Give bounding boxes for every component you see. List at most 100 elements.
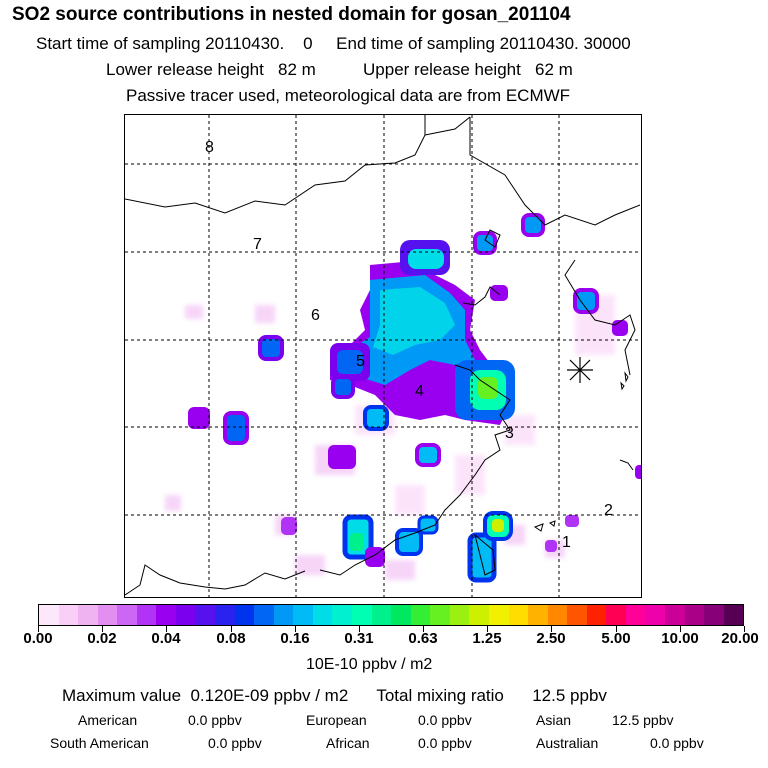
colorbar-tick-label: 0.16 xyxy=(280,630,310,647)
blob xyxy=(565,515,579,527)
region-label-1: 1 xyxy=(562,534,571,551)
colorbar-swatch xyxy=(293,605,313,625)
colorbar-swatch xyxy=(469,605,489,625)
colorbar-tick xyxy=(487,626,488,632)
colorbar-tick-label: 0.00 xyxy=(23,630,53,647)
colorbar-tick xyxy=(295,626,296,632)
region-name-asian: Asian xyxy=(536,712,572,728)
receptor-star-icon xyxy=(567,357,593,383)
max-value-line: Maximum value 0.120E-09 ppbv / m2 Total … xyxy=(62,686,607,705)
blob xyxy=(365,547,385,567)
figure-title: SO2 source contributions in nested domai… xyxy=(12,4,571,25)
region-label-5: 5 xyxy=(356,353,365,370)
blob xyxy=(612,320,628,336)
sampling-time-line: Start time of sampling 20110430. 0 End t… xyxy=(36,34,631,53)
colorbar-tick-label: 0.02 xyxy=(87,630,117,647)
colorbar-swatch xyxy=(58,605,79,625)
colorbar-swatch xyxy=(273,605,294,625)
colorbar-tick-label: 1.25 xyxy=(472,630,502,647)
colorbar-swatch xyxy=(391,605,411,625)
blob xyxy=(223,411,249,445)
colorbar-tick xyxy=(38,626,39,632)
region-name-australian: Australian xyxy=(536,735,599,751)
blob xyxy=(473,231,497,255)
colorbar-tick xyxy=(102,626,103,632)
colorbar-tick xyxy=(616,626,617,632)
blob xyxy=(258,335,284,361)
colorbar-swatch xyxy=(567,605,587,625)
concentration-field xyxy=(188,213,641,583)
region-label-2: 2 xyxy=(604,502,613,519)
region-value-asian: 12.5 ppbv xyxy=(612,712,674,728)
blob xyxy=(490,285,508,301)
blob xyxy=(521,213,545,237)
coastlines xyxy=(125,115,641,596)
colorbar-swatch xyxy=(254,605,274,625)
colorbar-swatch xyxy=(488,605,509,625)
colorbar-tick-label: 10.00 xyxy=(661,630,699,647)
region-value-american: 0.0 ppbv xyxy=(188,712,242,728)
colorbar-swatch xyxy=(704,605,724,625)
blob xyxy=(328,445,356,469)
colorbar-swatch xyxy=(371,605,392,625)
blob xyxy=(545,540,557,552)
blob xyxy=(635,465,641,479)
colorbar-swatch xyxy=(332,605,352,625)
region-name-european: European xyxy=(306,712,367,728)
blob xyxy=(281,517,297,535)
region-label-6: 6 xyxy=(311,307,320,324)
colorbar-tick xyxy=(359,626,360,632)
colorbar-tick xyxy=(166,626,167,632)
colorbar-swatch xyxy=(508,605,529,625)
blob xyxy=(573,288,599,314)
colorbar xyxy=(38,604,744,626)
colorbar-swatch xyxy=(606,605,626,625)
colorbar-swatch xyxy=(430,605,450,625)
colorbar-swatch xyxy=(117,605,137,625)
colorbar-tick xyxy=(423,626,424,632)
colorbar-swatch xyxy=(136,605,157,625)
colorbar-tick-label: 0.08 xyxy=(216,630,246,647)
region-name-south-american: South American xyxy=(50,735,149,751)
colorbar-tick-label: 0.04 xyxy=(151,630,181,647)
map-panel: 8 7 6 5 4 3 2 1 xyxy=(124,114,642,598)
region-label-3: 3 xyxy=(505,425,514,442)
map-canvas: 8 7 6 5 4 3 2 1 xyxy=(125,115,641,597)
blob xyxy=(395,528,423,556)
blob xyxy=(467,532,497,583)
background-haze xyxy=(165,295,615,580)
colorbar-tick-label: 0.63 xyxy=(408,630,438,647)
colorbar-swatch xyxy=(723,605,744,625)
colorbar-tick-label: 0.31 xyxy=(344,630,374,647)
region-name-african: African xyxy=(326,735,370,751)
colorbar-swatch xyxy=(156,605,176,625)
colorbar-swatch xyxy=(449,605,470,625)
colorbar-tick xyxy=(744,626,745,632)
colorbar-swatch xyxy=(586,605,607,625)
blob xyxy=(415,443,441,467)
lat-lon-grid xyxy=(125,115,641,597)
colorbar-swatch xyxy=(215,605,235,625)
colorbar-swatch xyxy=(684,605,705,625)
colorbar-swatch xyxy=(39,605,59,625)
region-label-4: 4 xyxy=(415,383,424,400)
colorbar-tick xyxy=(680,626,681,632)
colorbar-tick xyxy=(551,626,552,632)
colorbar-swatch xyxy=(234,605,255,625)
colorbar-swatch xyxy=(352,605,372,625)
blob xyxy=(363,405,389,431)
main-plume-cyan xyxy=(373,287,455,355)
blob xyxy=(417,515,439,535)
colorbar-swatch xyxy=(410,605,431,625)
region-value-european: 0.0 ppbv xyxy=(418,712,472,728)
colorbar-swatch xyxy=(175,605,196,625)
colorbar-swatch xyxy=(665,605,685,625)
region-name-american: American xyxy=(78,712,138,728)
colorbar-swatch xyxy=(97,605,118,625)
colorbar-swatch xyxy=(547,605,568,625)
blob xyxy=(188,407,210,429)
colorbar-swatch xyxy=(195,605,216,625)
region-value-african: 0.0 ppbv xyxy=(418,735,472,751)
colorbar-tick-label: 2.50 xyxy=(536,630,566,647)
region-label-7: 7 xyxy=(253,236,262,253)
